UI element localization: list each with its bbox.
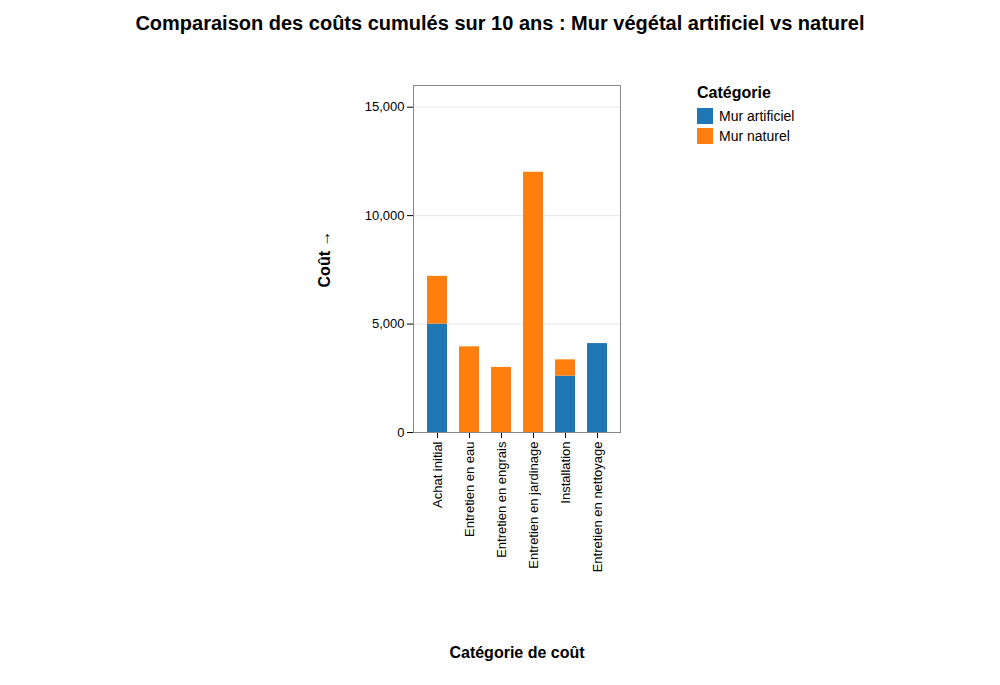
html-text:Mur naturel: Mur naturel bbox=[719, 128, 790, 144]
svg-text:Entretien en jardinage: Entretien en jardinage bbox=[526, 442, 541, 569]
svg-text:Coût →: Coût → bbox=[316, 231, 333, 288]
html-text:Comparaison des coûts cumulés: Comparaison des coûts cumulés sur 10 ans… bbox=[135, 12, 865, 34]
svg-text:0: 0 bbox=[397, 425, 404, 440]
svg-text:Entretien en eau: Entretien en eau bbox=[462, 442, 477, 537]
svg-text:Entretien en engrais: Entretien en engrais bbox=[494, 441, 509, 558]
html-text:Catégorie: Catégorie bbox=[697, 84, 771, 101]
svg-text:Entretien en nettoyage: Entretien en nettoyage bbox=[590, 442, 605, 573]
svg-text:Catégorie de coût: Catégorie de coût bbox=[449, 644, 585, 661]
svg-text:15,000: 15,000 bbox=[365, 99, 405, 114]
html-text:Mur artificiel: Mur artificiel bbox=[719, 108, 795, 124]
svg-text:Achat initial: Achat initial bbox=[430, 441, 445, 508]
svg-text:5,000: 5,000 bbox=[372, 316, 405, 331]
svg-text:10,000: 10,000 bbox=[365, 208, 405, 223]
svg-text:Installation: Installation bbox=[558, 442, 573, 504]
